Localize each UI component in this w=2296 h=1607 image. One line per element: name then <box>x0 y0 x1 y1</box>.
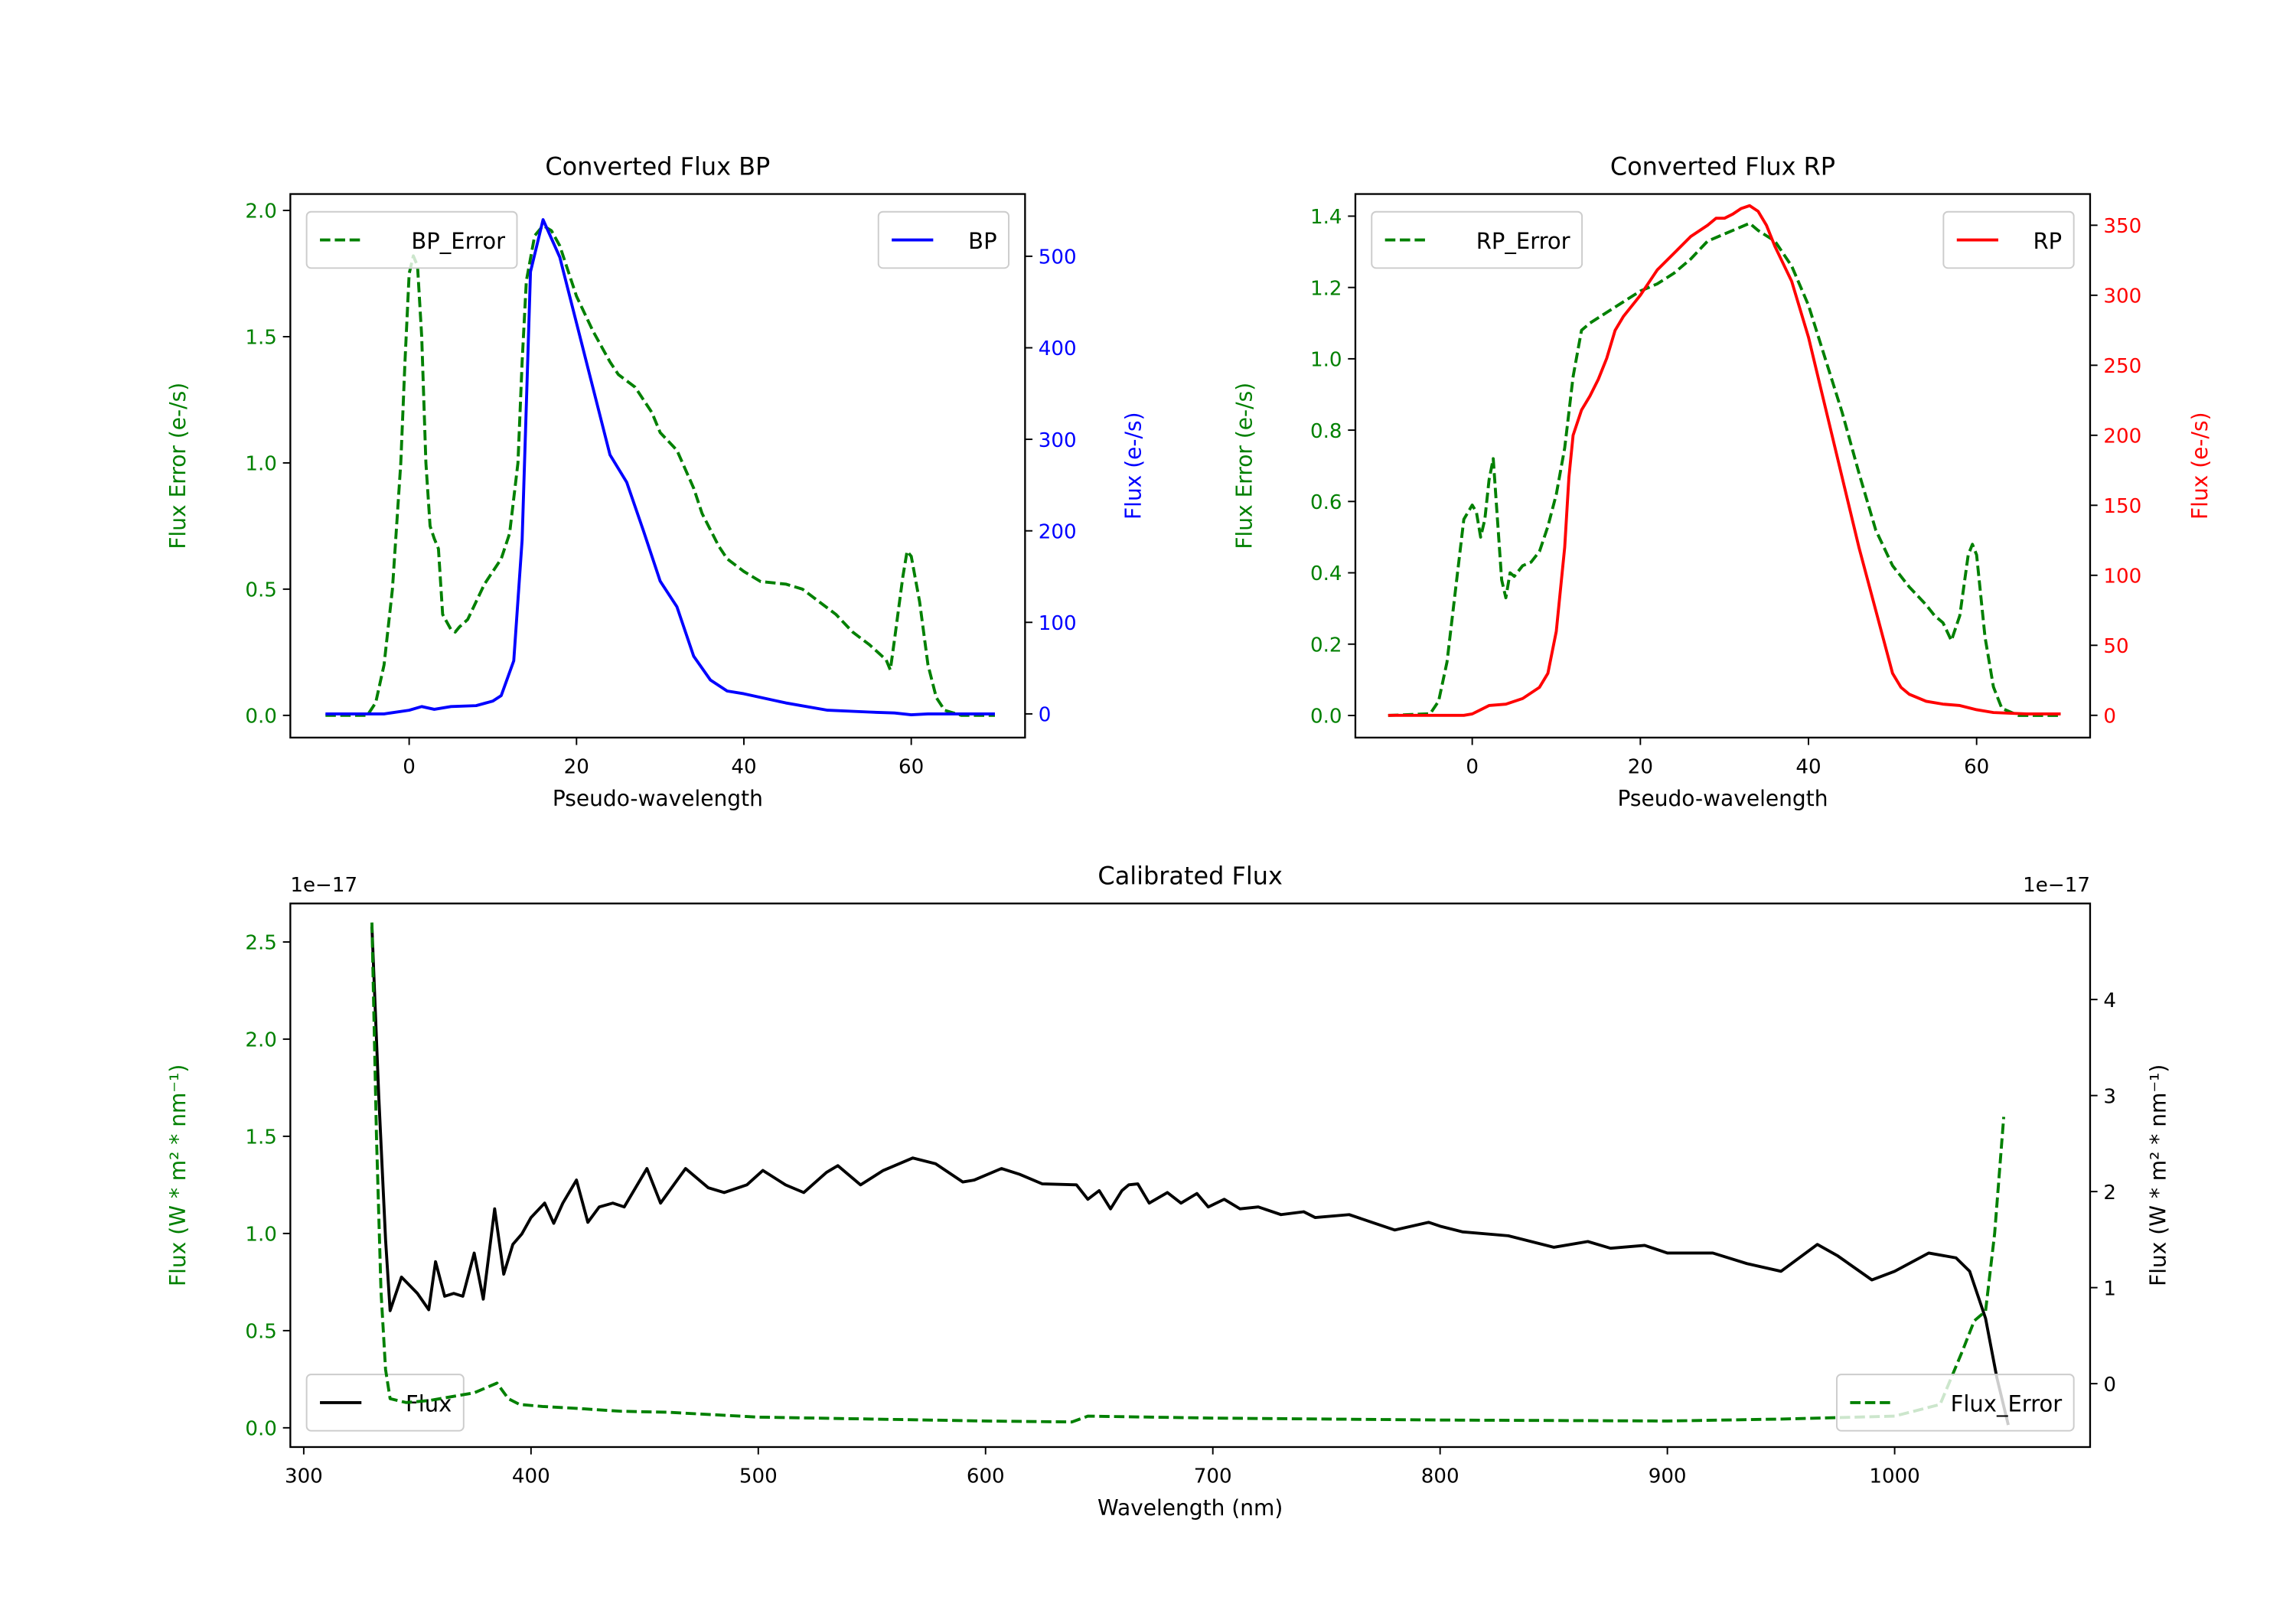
y-left-tick-label: 0.5 <box>245 579 277 602</box>
x-tick-label: 700 <box>1194 1465 1232 1488</box>
axes-frame <box>1354 193 2092 739</box>
y-left-tick-label: 0.0 <box>1310 706 1342 729</box>
series-line-rp_error <box>1388 221 2061 717</box>
legend-flux: Flux <box>305 1374 465 1432</box>
legend-box <box>877 210 1010 269</box>
y-right-tick-label: 200 <box>1039 520 1077 543</box>
chart-title: Converted Flux BP <box>545 152 770 181</box>
y-left-tick-label: 1.4 <box>1310 206 1342 229</box>
y-right-tick-label: 300 <box>1039 429 1077 452</box>
y-right-tick-label: 1 <box>2103 1277 2116 1300</box>
y-right-tick-label: 4 <box>2103 989 2116 1012</box>
y-right-tick-label: 2 <box>2103 1182 2116 1204</box>
panel-calibrated-flux: Flux Flux_Error 300 400 500 600 700 800 900 1000 0… <box>165 861 2171 1521</box>
legend-bp: BP <box>877 210 1010 269</box>
x-tick-label: 900 <box>1649 1465 1687 1488</box>
series-line-rp <box>1388 204 2061 717</box>
legend-flux_error: Flux_Error <box>1836 1374 2075 1432</box>
y-left-axis-label: Flux Error (e-/s) <box>1231 383 1257 549</box>
y-right-tick-label: 100 <box>2103 565 2141 588</box>
axes-frame <box>289 902 2092 1449</box>
x-axis-label: Pseudo-wavelength <box>1617 786 1828 811</box>
y-left-offset-text: 1e−17 <box>290 874 357 897</box>
y-right-tick-label: 300 <box>2103 285 2141 308</box>
x-tick-label: 20 <box>564 755 589 778</box>
y-left-tick-label: 1.0 <box>245 453 277 476</box>
legend-label: RP <box>2033 228 2063 254</box>
y-right-axis-label: Flux (W * m² * nm⁻¹) <box>2146 1064 2171 1286</box>
legend-box <box>1371 210 1583 269</box>
legend-label: BP_Error <box>411 228 505 254</box>
chart-title: Calibrated Flux <box>1097 861 1282 890</box>
y-right-tick-label: 100 <box>1039 612 1077 635</box>
series-line-bp_error <box>325 223 995 717</box>
y-left-tick-label: 1.0 <box>245 1224 277 1247</box>
legend-rp_error: RP_Error <box>1371 210 1583 269</box>
y-left-axis-label: Flux (W * m² * nm⁻¹) <box>165 1064 191 1286</box>
series-line-bp <box>325 218 995 717</box>
y-left-tick-label: 1.0 <box>1310 349 1342 372</box>
legend-label: Flux <box>406 1391 452 1417</box>
y-left-tick-label: 0.0 <box>245 706 277 729</box>
x-tick-label: 400 <box>512 1465 550 1488</box>
y-right-tick-label: 0 <box>2103 1374 2116 1397</box>
x-tick-label: 20 <box>1628 755 1653 778</box>
y-left-tick-label: 0.5 <box>245 1321 277 1344</box>
y-left-tick-label: 0.6 <box>1310 491 1342 514</box>
legend-label: Flux_Error <box>1951 1391 2063 1417</box>
y-right-tick-label: 500 <box>1039 246 1077 269</box>
y-left-tick-label: 2.0 <box>245 200 277 223</box>
series-line-flux_error <box>370 922 2006 1424</box>
y-right-tick-label: 200 <box>2103 425 2141 448</box>
y-right-axis-label: Flux (e-/s) <box>2187 412 2213 520</box>
x-axis-label: Pseudo-wavelength <box>553 786 763 811</box>
y-right-tick-label: 0 <box>1039 704 1052 727</box>
x-tick-label: 500 <box>739 1465 778 1488</box>
x-tick-label: 1000 <box>1869 1465 1919 1488</box>
series-line-flux <box>370 926 2010 1426</box>
y-left-tick-label: 2.0 <box>245 1029 277 1052</box>
legend-label: RP_Error <box>1476 228 1570 254</box>
legend-bp_error: BP_Error <box>305 210 518 269</box>
x-tick-label: 60 <box>1964 755 1989 778</box>
legend-box <box>1836 1374 2075 1432</box>
y-right-tick-label: 400 <box>1039 337 1077 360</box>
x-tick-label: 800 <box>1421 1465 1459 1488</box>
panel-converted-flux-bp: BP_Error BP 0 20 40 60 0.0 0.5 1.0 1.5 2.0 0 100 200 3… <box>165 152 1146 811</box>
axes-frame <box>289 193 1026 739</box>
y-left-tick-label: 0.2 <box>1310 634 1342 657</box>
x-tick-label: 40 <box>1795 755 1821 778</box>
legend-rp: RP <box>1942 210 2075 269</box>
x-tick-label: 600 <box>967 1465 1005 1488</box>
x-axis-label: Wavelength (nm) <box>1097 1495 1283 1521</box>
y-left-tick-label: 0.8 <box>1310 420 1342 443</box>
x-tick-label: 60 <box>899 755 924 778</box>
y-left-tick-label: 1.2 <box>1310 277 1342 300</box>
y-left-tick-label: 1.5 <box>245 327 277 350</box>
y-right-tick-label: 0 <box>2103 705 2116 728</box>
legend-label: BP <box>968 228 996 254</box>
legend-box <box>305 210 518 269</box>
y-right-offset-text: 1e−17 <box>2023 874 2090 897</box>
y-left-axis-label: Flux Error (e-/s) <box>165 383 191 549</box>
y-left-tick-label: 1.5 <box>245 1126 277 1149</box>
y-left-tick-label: 0.4 <box>1310 562 1342 585</box>
y-right-axis-label: Flux (e-/s) <box>1120 412 1146 520</box>
y-right-tick-label: 250 <box>2103 355 2141 378</box>
x-tick-label: 0 <box>403 755 416 778</box>
y-right-tick-label: 350 <box>2103 215 2141 238</box>
x-tick-label: 300 <box>285 1465 323 1488</box>
y-right-tick-label: 150 <box>2103 495 2141 518</box>
chart-title: Converted Flux RP <box>1610 152 1835 181</box>
y-left-tick-label: 0.0 <box>245 1418 277 1441</box>
y-left-tick-label: 2.5 <box>245 932 277 955</box>
x-tick-label: 40 <box>731 755 756 778</box>
y-right-tick-label: 50 <box>2103 635 2128 658</box>
y-right-tick-label: 3 <box>2103 1085 2116 1108</box>
x-tick-label: 0 <box>1466 755 1479 778</box>
legend-box <box>1942 210 2075 269</box>
panel-converted-flux-rp: RP_Error RP 0 20 40 60 0.0 0.2 0.4 0.6 0.8 1.0 1.2 1.… <box>1231 152 2212 811</box>
